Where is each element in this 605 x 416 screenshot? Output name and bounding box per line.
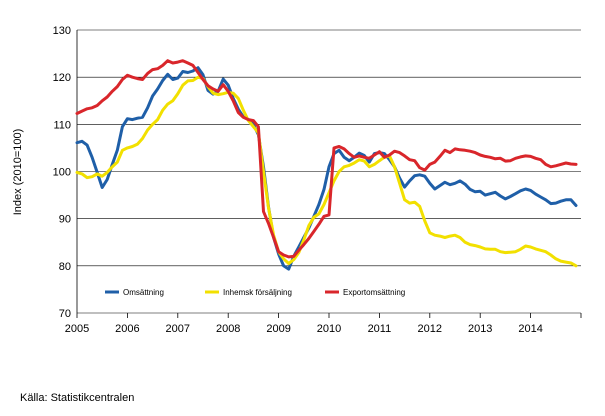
x-tick-label: 2005 <box>65 323 89 335</box>
x-tick-label: 2014 <box>518 323 542 335</box>
legend-label-1: Omsättning <box>123 288 164 297</box>
x-tick-label: 2006 <box>115 323 139 335</box>
legend: Omsättning Inhemsk försäljning Exportomsät… <box>105 288 405 297</box>
axes: 70 80 90 100 110 120 130 2005 2006 2007 2008 2009 20… <box>53 25 582 335</box>
source-note: Källa: Statistikcentralen <box>20 392 135 404</box>
y-tick-label: 90 <box>59 214 71 226</box>
x-tick-label: 2011 <box>368 323 392 335</box>
y-tick-label: 100 <box>53 167 71 179</box>
y-tick-label: 120 <box>53 72 71 84</box>
grid-lines <box>77 29 581 314</box>
y-tick-label: 110 <box>53 119 71 131</box>
x-tick-label: 2012 <box>418 323 442 335</box>
y-tick-label: 70 <box>59 308 71 320</box>
series-line-2 <box>75 75 578 268</box>
x-tick-label: 2013 <box>468 323 492 335</box>
series-line-3 <box>75 59 578 259</box>
x-tick-label: 2010 <box>317 323 341 335</box>
x-tick-label: 2007 <box>166 323 190 335</box>
series-line-1 <box>75 66 578 271</box>
series-lines <box>75 59 578 271</box>
y-tick-label: 80 <box>59 261 71 273</box>
legend-label-2: Inhemsk försäljning <box>223 288 292 297</box>
y-tick-label: 130 <box>53 25 71 37</box>
legend-label-3: Exportomsättning <box>343 288 405 297</box>
y-axis-label: Index (2010=100) <box>12 129 24 216</box>
x-tick-label: 2008 <box>216 323 240 335</box>
x-tick-label: 2009 <box>266 323 290 335</box>
